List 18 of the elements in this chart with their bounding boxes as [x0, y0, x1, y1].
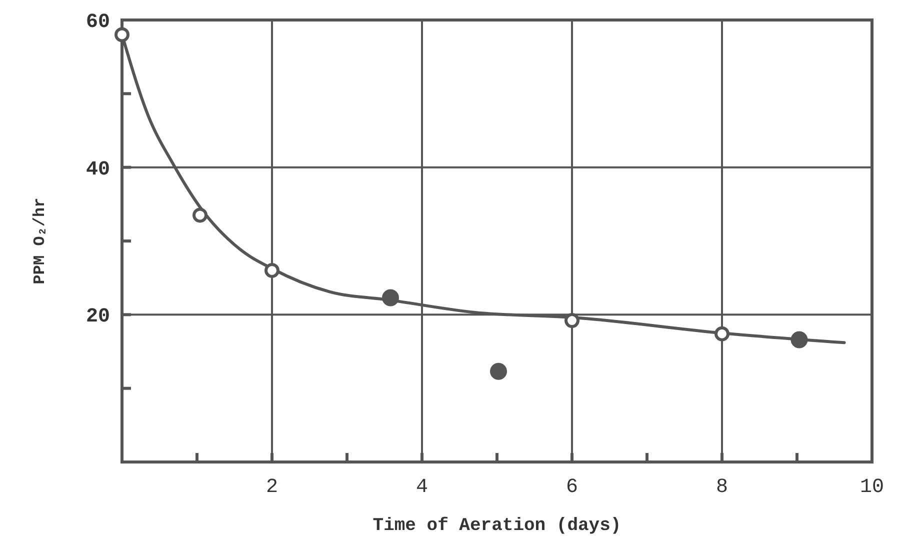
y-tick-label: 60 — [86, 11, 110, 34]
point — [714, 326, 730, 342]
x-tick-label: 10 — [860, 476, 884, 499]
x-tick-label: 8 — [716, 476, 728, 499]
point — [790, 331, 808, 348]
x-axis-title: Time of Aeration (days) — [372, 516, 622, 536]
x-tick-label: 2 — [266, 476, 278, 499]
y-tick-label: 40 — [86, 158, 110, 182]
point — [192, 208, 208, 223]
x-tick-label: 4 — [416, 476, 428, 499]
y-axis-title: PPM O₂/hr — [31, 198, 49, 284]
point — [490, 362, 507, 380]
point — [564, 313, 580, 328]
point — [114, 27, 130, 42]
x-tick-label: 6 — [566, 476, 578, 499]
point — [382, 289, 399, 306]
point — [264, 262, 280, 278]
y-tick-label: 20 — [86, 306, 110, 329]
